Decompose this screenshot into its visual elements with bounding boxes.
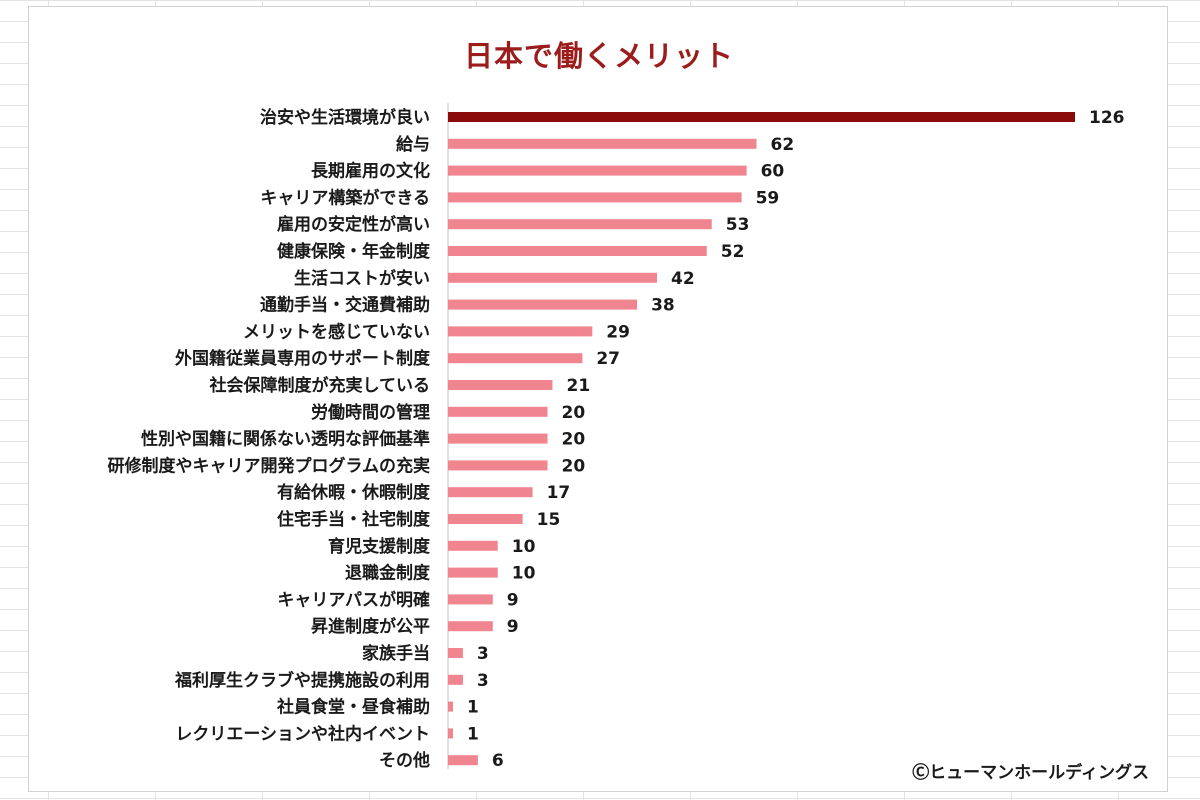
bar [448, 701, 453, 712]
bar [448, 353, 583, 364]
data-label: 62 [771, 135, 795, 155]
bar [448, 112, 1075, 122]
data-label: 59 [756, 188, 780, 208]
category-label: 通勤手当・交通費補助 [260, 295, 430, 316]
category-label: 給与 [396, 134, 430, 155]
data-label: 9 [507, 617, 519, 637]
category-label: 退職金制度 [345, 563, 431, 584]
data-label: 21 [567, 376, 591, 396]
category-label: 外国籍従業員専用のサポート制度 [175, 348, 431, 369]
bar [448, 621, 493, 632]
bar [448, 246, 707, 256]
copyright-credit: Ⓒヒューマンホールディングス [912, 763, 1149, 783]
bar [448, 219, 712, 230]
data-label: 1 [467, 724, 479, 744]
data-label: 20 [562, 430, 586, 450]
bar [448, 514, 523, 524]
data-label: 1 [467, 698, 479, 718]
data-label: 38 [651, 296, 675, 316]
data-label: 3 [477, 671, 489, 691]
data-label: 10 [512, 537, 536, 557]
bar [448, 406, 548, 417]
bar [448, 487, 533, 498]
data-label: 6 [492, 751, 504, 771]
category-label: 治安や生活環境が良い [260, 107, 430, 128]
bar [448, 674, 463, 685]
data-label: 27 [596, 349, 620, 369]
category-label: メリットを感じていない [243, 321, 430, 342]
data-label: 126 [1089, 108, 1125, 128]
bar [448, 594, 493, 605]
chart-title: 日本で働くメリット [463, 39, 734, 73]
data-label: 29 [606, 322, 630, 342]
data-label: 42 [671, 269, 695, 289]
data-label: 9 [507, 590, 519, 610]
category-label: 家族手当 [362, 643, 430, 664]
bar [448, 648, 463, 658]
bar [448, 460, 548, 471]
data-label: 60 [761, 162, 785, 182]
bars-group: 治安や生活環境が良い 126 給与 62 長期雇用の文化 60 キャリア構築ができる 59 雇用… [108, 107, 1125, 771]
category-label: 性別や国籍に関係ない透明な評価基準 [141, 429, 430, 450]
data-label: 20 [562, 403, 586, 423]
bar [448, 728, 453, 739]
data-label: 10 [512, 564, 536, 584]
bar [448, 192, 742, 203]
category-label: その他 [379, 750, 430, 771]
category-label: 社会保障制度が充実している [209, 375, 431, 396]
bar [448, 138, 757, 149]
chart-area: 日本で働くメリット 治安や生活環境が良い 126 給与 62 長期雇用の文化 60 キャリア… [28, 6, 1168, 792]
bar [448, 272, 657, 283]
category-label: キャリア構築ができる [260, 187, 430, 208]
category-label: 生活コストが安い [294, 268, 430, 289]
category-label: 福利厚生クラブや提携施設の利用 [174, 670, 430, 691]
bar [448, 380, 553, 390]
category-label: 育児支援制度 [328, 536, 431, 557]
category-label: 昇進制度が公平 [311, 616, 430, 637]
bar [448, 299, 638, 310]
data-label: 53 [726, 215, 750, 235]
bar [448, 165, 747, 176]
bar [448, 540, 498, 551]
bar [448, 326, 593, 337]
category-label: キャリアパスが明確 [277, 589, 430, 610]
category-label: 有給休暇・休暇制度 [277, 482, 431, 503]
category-label: 労働時間の管理 [311, 402, 430, 423]
data-label: 15 [537, 510, 561, 530]
category-label: 長期雇用の文化 [311, 161, 430, 182]
data-label: 20 [562, 456, 586, 476]
category-label: レクリエーションや社内イベント [175, 723, 430, 744]
category-label: 社員食堂・昼食補助 [276, 697, 430, 718]
category-label: 研修制度やキャリア開発プログラムの充実 [108, 455, 431, 476]
category-label: 住宅手当・社宅制度 [277, 509, 431, 530]
data-label: 3 [477, 644, 489, 664]
bar-chart: 治安や生活環境が良い 126 給与 62 長期雇用の文化 60 キャリア構築ができる 59 雇用… [108, 103, 1125, 771]
bar [448, 567, 498, 578]
bar [448, 433, 548, 444]
data-label: 17 [547, 483, 571, 503]
category-label: 雇用の安定性が高い [277, 214, 430, 235]
category-label: 健康保険・年金制度 [277, 241, 431, 262]
bar [448, 755, 478, 766]
data-label: 52 [721, 242, 745, 262]
